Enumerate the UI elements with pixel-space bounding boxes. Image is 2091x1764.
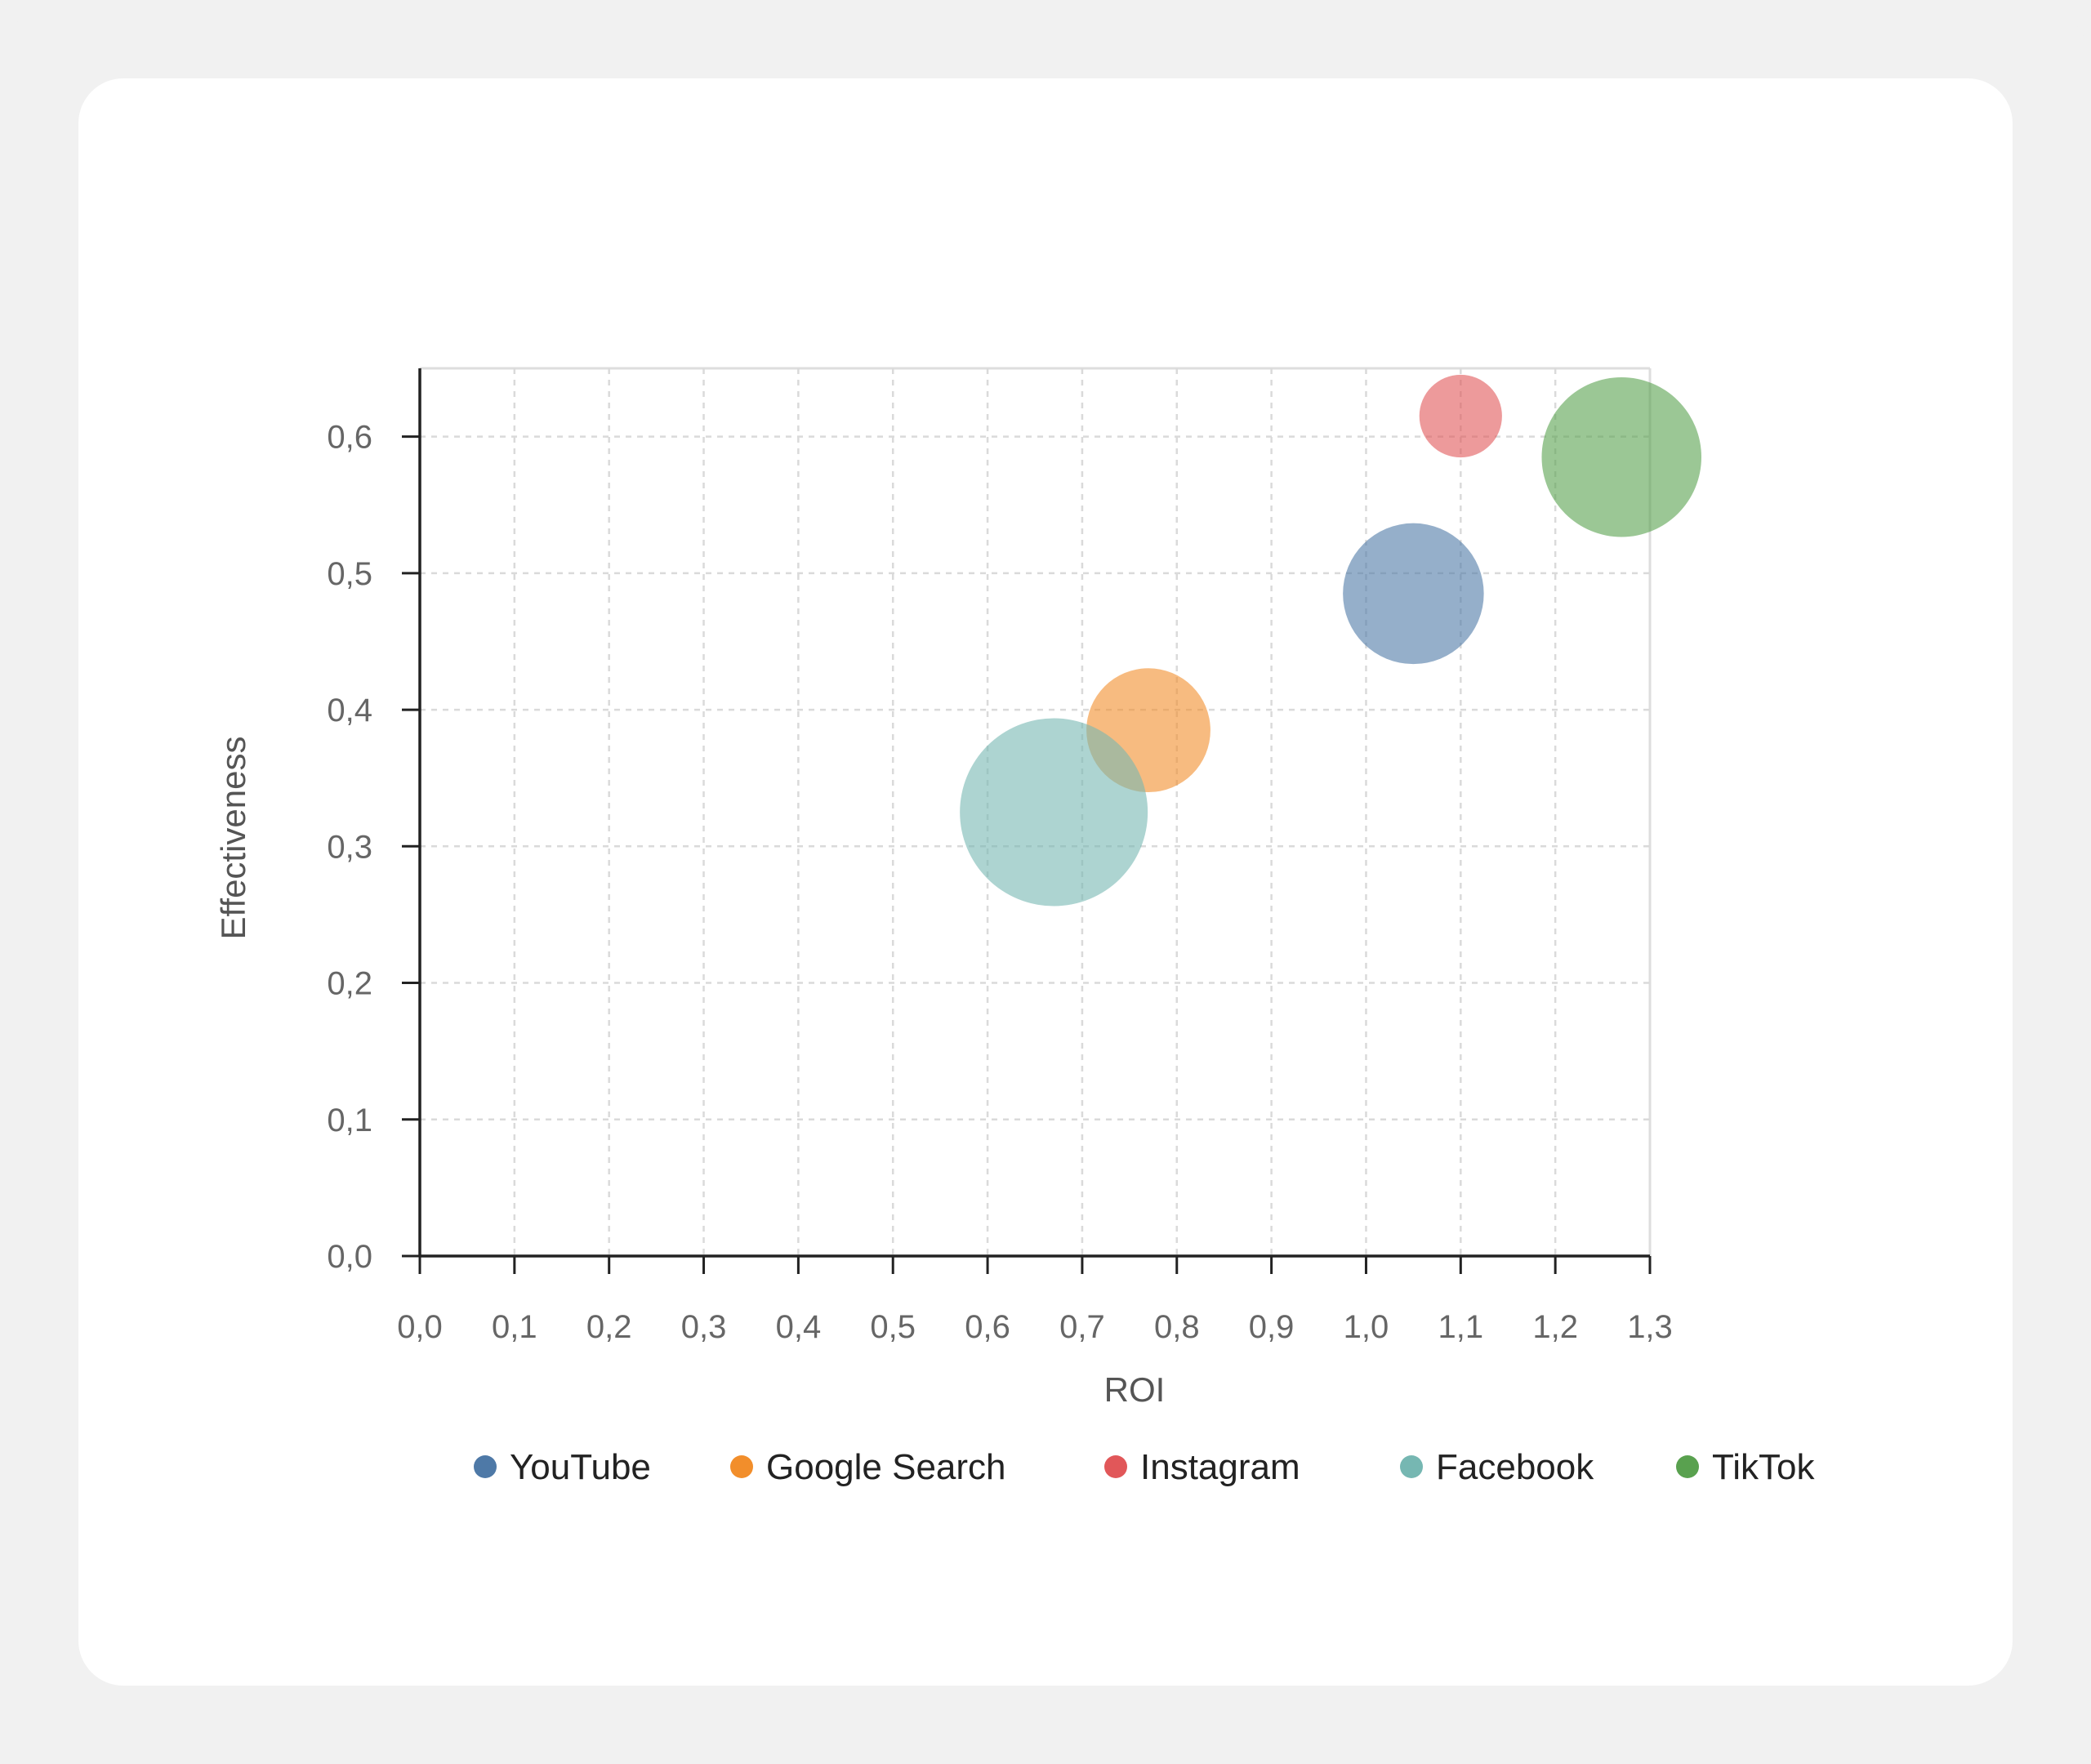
legend: YouTube Google Search Instagram Facebook Tik… bbox=[474, 1447, 1815, 1487]
x-tick-label: 1,1 bbox=[1438, 1309, 1484, 1345]
bubble-instagram bbox=[1419, 374, 1502, 458]
x-tick-label: 0,0 bbox=[397, 1309, 443, 1345]
legend-label-youtube: YouTube bbox=[510, 1447, 651, 1487]
x-tick-label: 0,3 bbox=[681, 1309, 727, 1345]
bubble-facebook bbox=[960, 718, 1148, 906]
y-tick-label: 0,2 bbox=[327, 966, 372, 1002]
legend-label-facebook: Facebook bbox=[1436, 1447, 1594, 1487]
legend-label-google-search: Google Search bbox=[766, 1447, 1006, 1487]
x-tick-label: 0,1 bbox=[492, 1309, 537, 1345]
legend-marker-instagram bbox=[1104, 1455, 1127, 1478]
y-tick-label: 0,4 bbox=[327, 693, 372, 728]
legend-marker-facebook bbox=[1400, 1455, 1423, 1478]
legend-label-instagram: Instagram bbox=[1140, 1447, 1300, 1487]
x-tick-label: 1,0 bbox=[1344, 1309, 1389, 1345]
x-tick-label: 1,2 bbox=[1532, 1309, 1578, 1345]
x-tick-label: 0,7 bbox=[1059, 1309, 1105, 1345]
axes bbox=[402, 368, 1652, 1274]
bubbles bbox=[960, 374, 1701, 906]
y-tick-label: 0,3 bbox=[327, 829, 372, 865]
x-tick-label: 0,5 bbox=[870, 1309, 916, 1345]
legend-marker-youtube bbox=[474, 1455, 497, 1478]
x-tick-label: 1,3 bbox=[1627, 1309, 1673, 1345]
tick-labels: 0,0 0,1 0,2 0,3 0,4 0,5 0,6 0,7 0,8 0,9 1,0 1,1 1,2 1… bbox=[327, 420, 1672, 1345]
x-tick-label: 0,2 bbox=[586, 1309, 632, 1345]
x-tick-label: 0,6 bbox=[965, 1309, 1010, 1345]
bubble-youtube bbox=[1343, 523, 1484, 665]
y-tick-label: 0,0 bbox=[327, 1239, 372, 1275]
x-axis-title: ROI bbox=[1104, 1370, 1166, 1409]
y-tick-label: 0,6 bbox=[327, 420, 372, 456]
y-axis-title: Effectiveness bbox=[214, 736, 252, 939]
legend-label-tiktok: TikTok bbox=[1712, 1447, 1815, 1487]
y-tick-label: 0,1 bbox=[327, 1102, 372, 1138]
y-tick-label: 0,5 bbox=[327, 556, 372, 592]
x-tick-label: 0,9 bbox=[1249, 1309, 1295, 1345]
legend-marker-google-search bbox=[730, 1455, 753, 1478]
bubble-tiktok bbox=[1541, 376, 1701, 537]
x-tick-label: 0,4 bbox=[776, 1309, 822, 1345]
legend-marker-tiktok bbox=[1676, 1455, 1699, 1478]
x-tick-label: 0,8 bbox=[1154, 1309, 1200, 1345]
